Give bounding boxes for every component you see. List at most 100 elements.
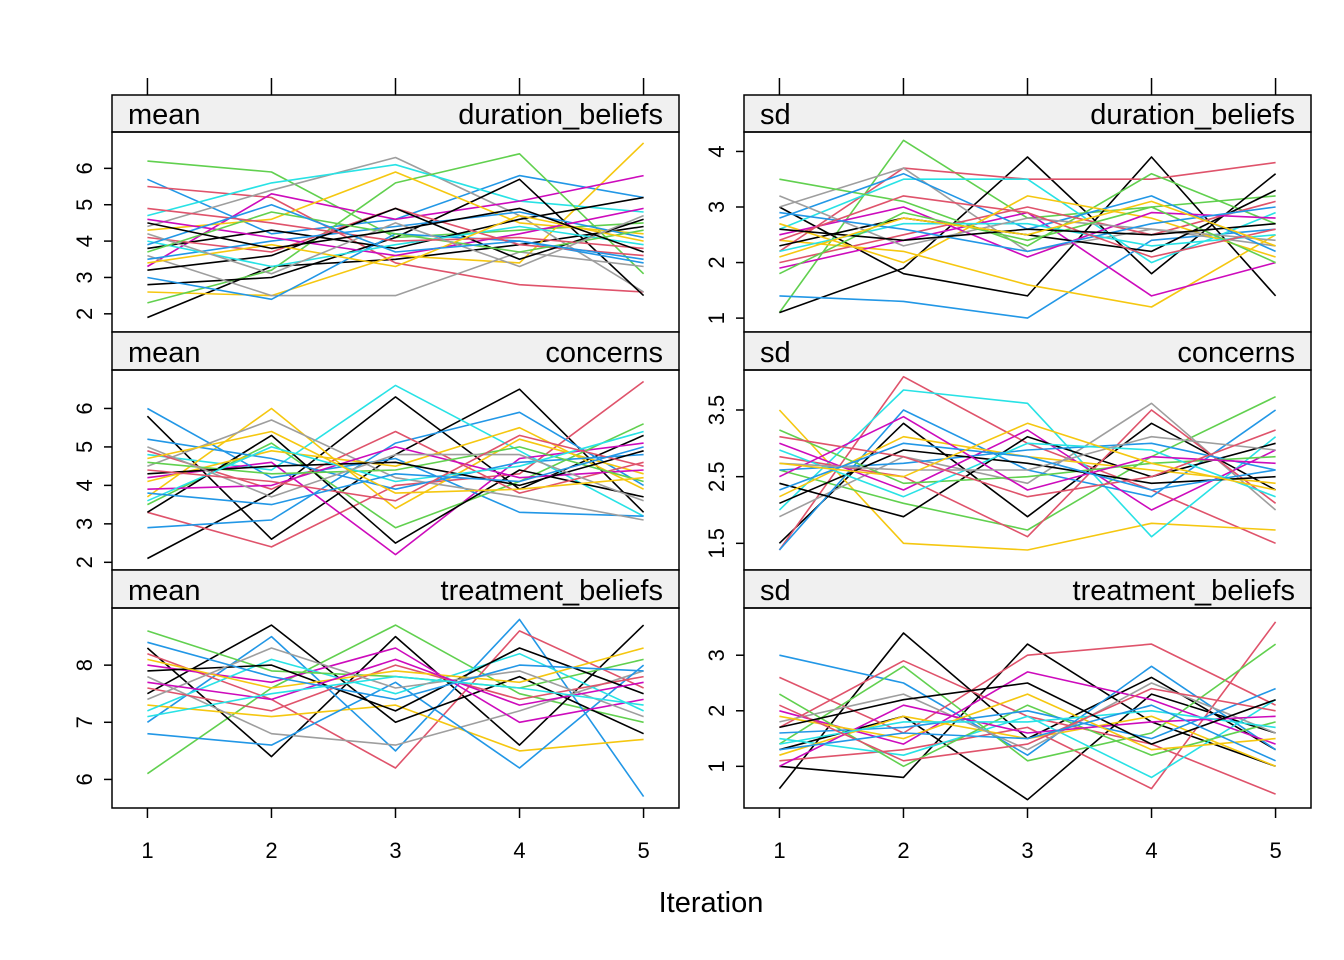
panel-sd-concerns: sd concerns 1.5 2.5 3.5 — [704, 331, 1312, 571]
y-tick-label: 6 — [72, 162, 97, 174]
series-line-12 — [147, 430, 644, 494]
series-line-13 — [147, 426, 644, 490]
series-line-9 — [147, 153, 645, 304]
series-line-5 — [779, 395, 1276, 531]
series-line-8 — [779, 178, 1276, 264]
series-line-2 — [147, 225, 644, 319]
series-line-18 — [779, 429, 1276, 498]
panel-sd-treatment_beliefs: sd treatment_beliefs 1 2 3 1 2 3 4 5 — [704, 569, 1312, 863]
series-line-20 — [779, 704, 1276, 762]
series-line-17 — [147, 641, 644, 701]
strip-variable-label: treatment_beliefs — [441, 575, 663, 607]
x-tick-label: 5 — [637, 838, 649, 863]
y-tick-label: 3 — [704, 649, 729, 661]
series-line-16 — [147, 446, 644, 483]
series-line-4 — [778, 389, 1277, 538]
series-line-4 — [779, 156, 1277, 297]
series-line-18 — [779, 206, 1276, 275]
y-tick-label: 4 — [72, 235, 97, 247]
series-line-3 — [779, 693, 1276, 801]
series-line-14 — [147, 438, 644, 491]
y-tick-label: 6 — [72, 402, 97, 414]
y-tick-label: 5 — [72, 441, 97, 453]
x-tick-label: 2 — [897, 838, 909, 863]
panel-sd-duration_beliefs: sd duration_beliefs 1 2 3 4 — [704, 78, 1312, 333]
y-tick-label: 8 — [72, 659, 97, 671]
series-line-3 — [147, 380, 645, 548]
strip-background — [111, 569, 680, 609]
series-line-4 — [147, 630, 644, 769]
series-line-19 — [147, 225, 644, 268]
series-line-1 — [147, 396, 644, 560]
y-tick-label: 1 — [704, 312, 729, 324]
series-line-5 — [779, 643, 1276, 734]
series-line-2 — [779, 643, 1276, 779]
series-line-5 — [779, 234, 1277, 308]
panels: mean duration_beliefs 2 3 4 5 6 sd duration_beli… — [72, 78, 1312, 863]
series-line-7 — [147, 163, 644, 217]
series-line-17 — [147, 207, 644, 257]
series-line-19 — [779, 442, 1276, 491]
series-line-3 — [779, 228, 1276, 319]
series-line-17 — [779, 709, 1276, 745]
series-line-20 — [147, 434, 644, 502]
series-line-20 — [147, 211, 644, 253]
y-tick-label: 1.5 — [704, 528, 729, 559]
x-tick-label: 2 — [265, 838, 277, 863]
series-line-18 — [779, 687, 1276, 762]
series-line-18 — [147, 675, 644, 718]
series-line-6 — [147, 442, 644, 556]
strip-variable-label: treatment_beliefs — [1073, 575, 1295, 607]
series-line-2 — [146, 624, 645, 758]
series-line-8 — [779, 429, 1276, 511]
series-line-8 — [778, 643, 1277, 762]
series-line-21 — [779, 222, 1276, 242]
y-tick-label: 2 — [704, 256, 729, 268]
series-line-8 — [147, 407, 644, 517]
series-group — [778, 621, 1277, 801]
strip-stat-label: sd — [760, 99, 791, 131]
series-line-13 — [779, 200, 1276, 264]
series-line-15 — [779, 704, 1276, 768]
series-line-14 — [147, 647, 644, 689]
y-tick-label: 4 — [704, 145, 729, 157]
strip-background — [743, 94, 1312, 133]
x-tick-label: 3 — [389, 838, 401, 863]
series-line-7 — [146, 407, 644, 510]
series-line-7 — [147, 664, 645, 769]
series-group — [778, 139, 1277, 319]
series-line-16 — [147, 211, 644, 261]
panel-mean-duration_beliefs: mean duration_beliefs 2 3 4 5 6 — [72, 78, 680, 333]
series-line-10 — [147, 652, 644, 712]
series-group — [146, 618, 645, 798]
series-line-13 — [147, 647, 644, 712]
y-tick-label: 3 — [72, 271, 97, 283]
series-line-17 — [147, 450, 644, 487]
strip-background — [743, 569, 1312, 609]
series-line-16 — [779, 415, 1276, 491]
series-line-4 — [779, 654, 1277, 757]
series-line-2 — [779, 156, 1277, 314]
series-line-10 — [147, 178, 645, 297]
strip-variable-label: duration_beliefs — [458, 99, 663, 131]
series-line-10 — [147, 419, 644, 521]
panel-mean-treatment_beliefs: mean treatment_beliefs 6 7 8 1 2 3 4 5 — [72, 569, 680, 863]
series-line-19 — [779, 206, 1276, 253]
strip-stat-label: mean — [128, 575, 201, 607]
y-tick-label: 5 — [72, 199, 97, 211]
x-axis-title: Iteration — [659, 887, 764, 919]
strip-variable-label: concerns — [1177, 337, 1295, 369]
y-tick-label: 2 — [72, 308, 97, 320]
series-group — [146, 380, 645, 560]
strip-variable-label: concerns — [545, 337, 663, 369]
x-tick-label: 5 — [1269, 838, 1281, 863]
series-line-4 — [147, 411, 645, 529]
y-tick-label: 2 — [704, 705, 729, 717]
series-line-12 — [147, 664, 644, 712]
y-tick-label: 2.5 — [704, 461, 729, 492]
series-line-18 — [147, 430, 644, 502]
series-line-22 — [147, 430, 644, 494]
strip-background — [743, 331, 1312, 371]
series-line-22 — [779, 200, 1276, 258]
